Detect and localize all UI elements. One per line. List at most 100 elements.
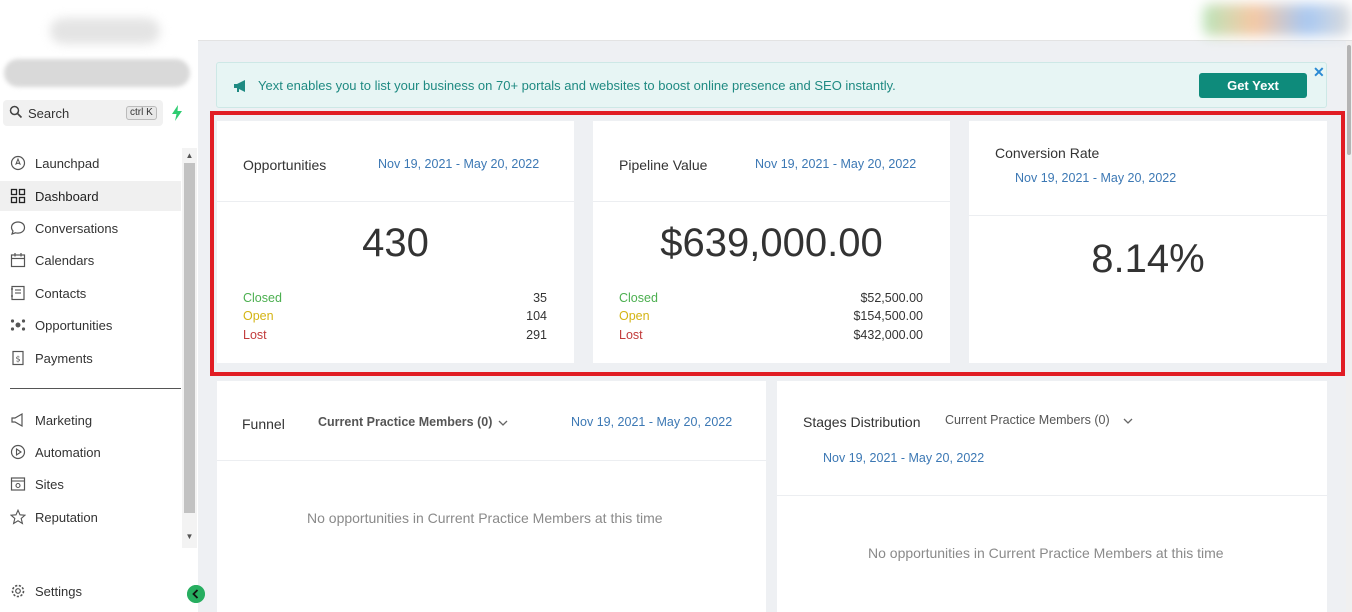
opportunities-card: Opportunities Nov 19, 2021 - May 20, 202… [217, 121, 574, 363]
banner-message: Yext enables you to list your business o… [258, 78, 896, 93]
chat-bubble-icon [10, 221, 26, 235]
promo-banner: Yext enables you to list your business o… [216, 62, 1327, 108]
sidebar: Search ctrl K Launchpad Dashboard Conver… [0, 0, 205, 612]
open-value: $154,500.00 [853, 309, 923, 323]
card-divider [969, 215, 1327, 216]
sidebar-item-label: Opportunities [35, 318, 113, 333]
lost-label: Lost [243, 328, 267, 342]
card-title: Stages Distribution [803, 414, 921, 430]
card-title: Conversion Rate [995, 145, 1100, 161]
card-divider [217, 201, 574, 202]
card-divider [593, 201, 950, 202]
sidebar-item-label: Reputation [35, 510, 98, 525]
sidebar-item-opportunities[interactable]: Opportunities [0, 310, 181, 340]
closed-label: Closed [619, 291, 658, 305]
pipeline-filter-dropdown[interactable]: Current Practice Members (0) [945, 413, 1110, 427]
sidebar-scrollbar-thumb[interactable] [184, 163, 195, 513]
megaphone-icon [234, 80, 245, 92]
sidebar-item-label: Calendars [35, 253, 95, 268]
card-divider [777, 495, 1327, 496]
top-header [198, 0, 1352, 41]
lost-value: 291 [526, 328, 547, 342]
dropdown-value: Current Practice Members (0) [945, 413, 1110, 427]
open-label: Open [243, 309, 274, 323]
search-box[interactable]: Search ctrl K [3, 100, 163, 126]
sidebar-item-dashboard[interactable]: Dashboard [0, 181, 181, 211]
lightning-icon[interactable] [169, 104, 185, 122]
blurred-account-switcher[interactable] [4, 59, 190, 87]
closed-value: $52,500.00 [860, 291, 923, 305]
conversion-rate-card: Conversion Rate Nov 19, 2021 - May 20, 2… [969, 121, 1327, 363]
empty-state-message: No opportunities in Current Practice Mem… [868, 545, 1224, 561]
sidebar-item-label: Contacts [35, 286, 87, 301]
chevron-down-icon[interactable] [1123, 417, 1133, 425]
date-range-link[interactable]: Nov 19, 2021 - May 20, 2022 [1015, 171, 1177, 185]
open-label: Open [619, 309, 650, 323]
dashboard-icon [10, 188, 26, 204]
sidebar-item-label: Dashboard [35, 189, 99, 204]
date-range-link[interactable]: Nov 19, 2021 - May 20, 2022 [378, 157, 540, 171]
card-title: Pipeline Value [619, 157, 708, 173]
megaphone-icon [11, 412, 23, 428]
lost-label: Lost [619, 328, 643, 342]
get-yext-button[interactable]: Get Yext [1199, 73, 1307, 98]
card-title: Funnel [242, 416, 285, 432]
svg-text:$: $ [15, 355, 20, 364]
opportunities-icon [10, 319, 26, 331]
conversion-rate-value: 8.14% [1091, 237, 1205, 281]
main-scrollbar[interactable] [1346, 41, 1352, 612]
contacts-icon [11, 285, 25, 301]
sidebar-item-reputation[interactable]: Reputation [0, 502, 181, 532]
close-icon[interactable]: ✕ [1313, 64, 1325, 80]
blurred-header-controls[interactable] [1203, 4, 1351, 36]
search-label: Search [28, 106, 70, 121]
collapse-sidebar-icon[interactable] [187, 585, 205, 603]
scroll-down-icon[interactable]: ▼ [185, 532, 194, 541]
funnel-card: Funnel Current Practice Members (0) Nov … [217, 381, 766, 612]
sidebar-item-calendars[interactable]: Calendars [0, 245, 181, 275]
sidebar-item-label: Automation [35, 445, 101, 460]
search-icon [9, 105, 23, 119]
sidebar-item-settings[interactable]: Settings [0, 576, 181, 606]
empty-state-message: No opportunities in Current Practice Mem… [307, 510, 663, 526]
main-scrollbar-thumb[interactable] [1347, 45, 1351, 155]
dropdown-value: Current Practice Members (0) [318, 415, 493, 429]
sidebar-item-label: Conversations [35, 221, 119, 236]
card-divider [217, 460, 766, 461]
stages-distribution-card: Stages Distribution Current Practice Mem… [777, 381, 1327, 612]
lost-value: $432,000.00 [853, 328, 923, 342]
pipeline-value-card: Pipeline Value Nov 19, 2021 - May 20, 20… [593, 121, 950, 363]
sidebar-item-conversations[interactable]: Conversations [0, 213, 181, 243]
card-title: Opportunities [243, 157, 327, 173]
date-range-link[interactable]: Nov 19, 2021 - May 20, 2022 [571, 415, 733, 429]
sidebar-item-label: Settings [35, 584, 82, 599]
sidebar-item-label: Payments [35, 351, 93, 366]
sidebar-item-payments[interactable]: $ Payments [0, 343, 181, 373]
sidebar-item-sites[interactable]: Sites [0, 469, 181, 499]
date-range-link[interactable]: Nov 19, 2021 - May 20, 2022 [823, 451, 985, 465]
sidebar-item-launchpad[interactable]: Launchpad [0, 148, 181, 178]
launchpad-icon [10, 155, 26, 171]
scroll-up-icon[interactable]: ▲ [185, 151, 194, 160]
sidebar-item-label: Sites [35, 477, 64, 492]
blurred-account-logo [50, 18, 160, 44]
closed-label: Closed [243, 291, 282, 305]
payments-icon: $ [12, 350, 24, 366]
sidebar-item-label: Launchpad [35, 156, 100, 171]
sidebar-item-automation[interactable]: Automation [0, 437, 181, 467]
sidebar-divider [10, 388, 181, 389]
sidebar-item-marketing[interactable]: Marketing [0, 405, 181, 435]
open-value: 104 [526, 309, 547, 323]
sidebar-item-contacts[interactable]: Contacts [0, 278, 181, 308]
star-icon [10, 509, 26, 525]
gear-icon [11, 584, 25, 598]
opportunities-total: 430 [362, 221, 429, 265]
pipeline-filter-dropdown[interactable]: Current Practice Members (0) [318, 415, 492, 429]
chevron-down-icon[interactable] [498, 419, 508, 427]
date-range-link[interactable]: Nov 19, 2021 - May 20, 2022 [755, 157, 917, 171]
sidebar-item-label: Marketing [35, 413, 93, 428]
closed-value: 35 [533, 291, 547, 305]
search-shortcut: ctrl K [126, 106, 157, 120]
automation-icon [10, 444, 26, 460]
sites-icon [10, 477, 26, 491]
